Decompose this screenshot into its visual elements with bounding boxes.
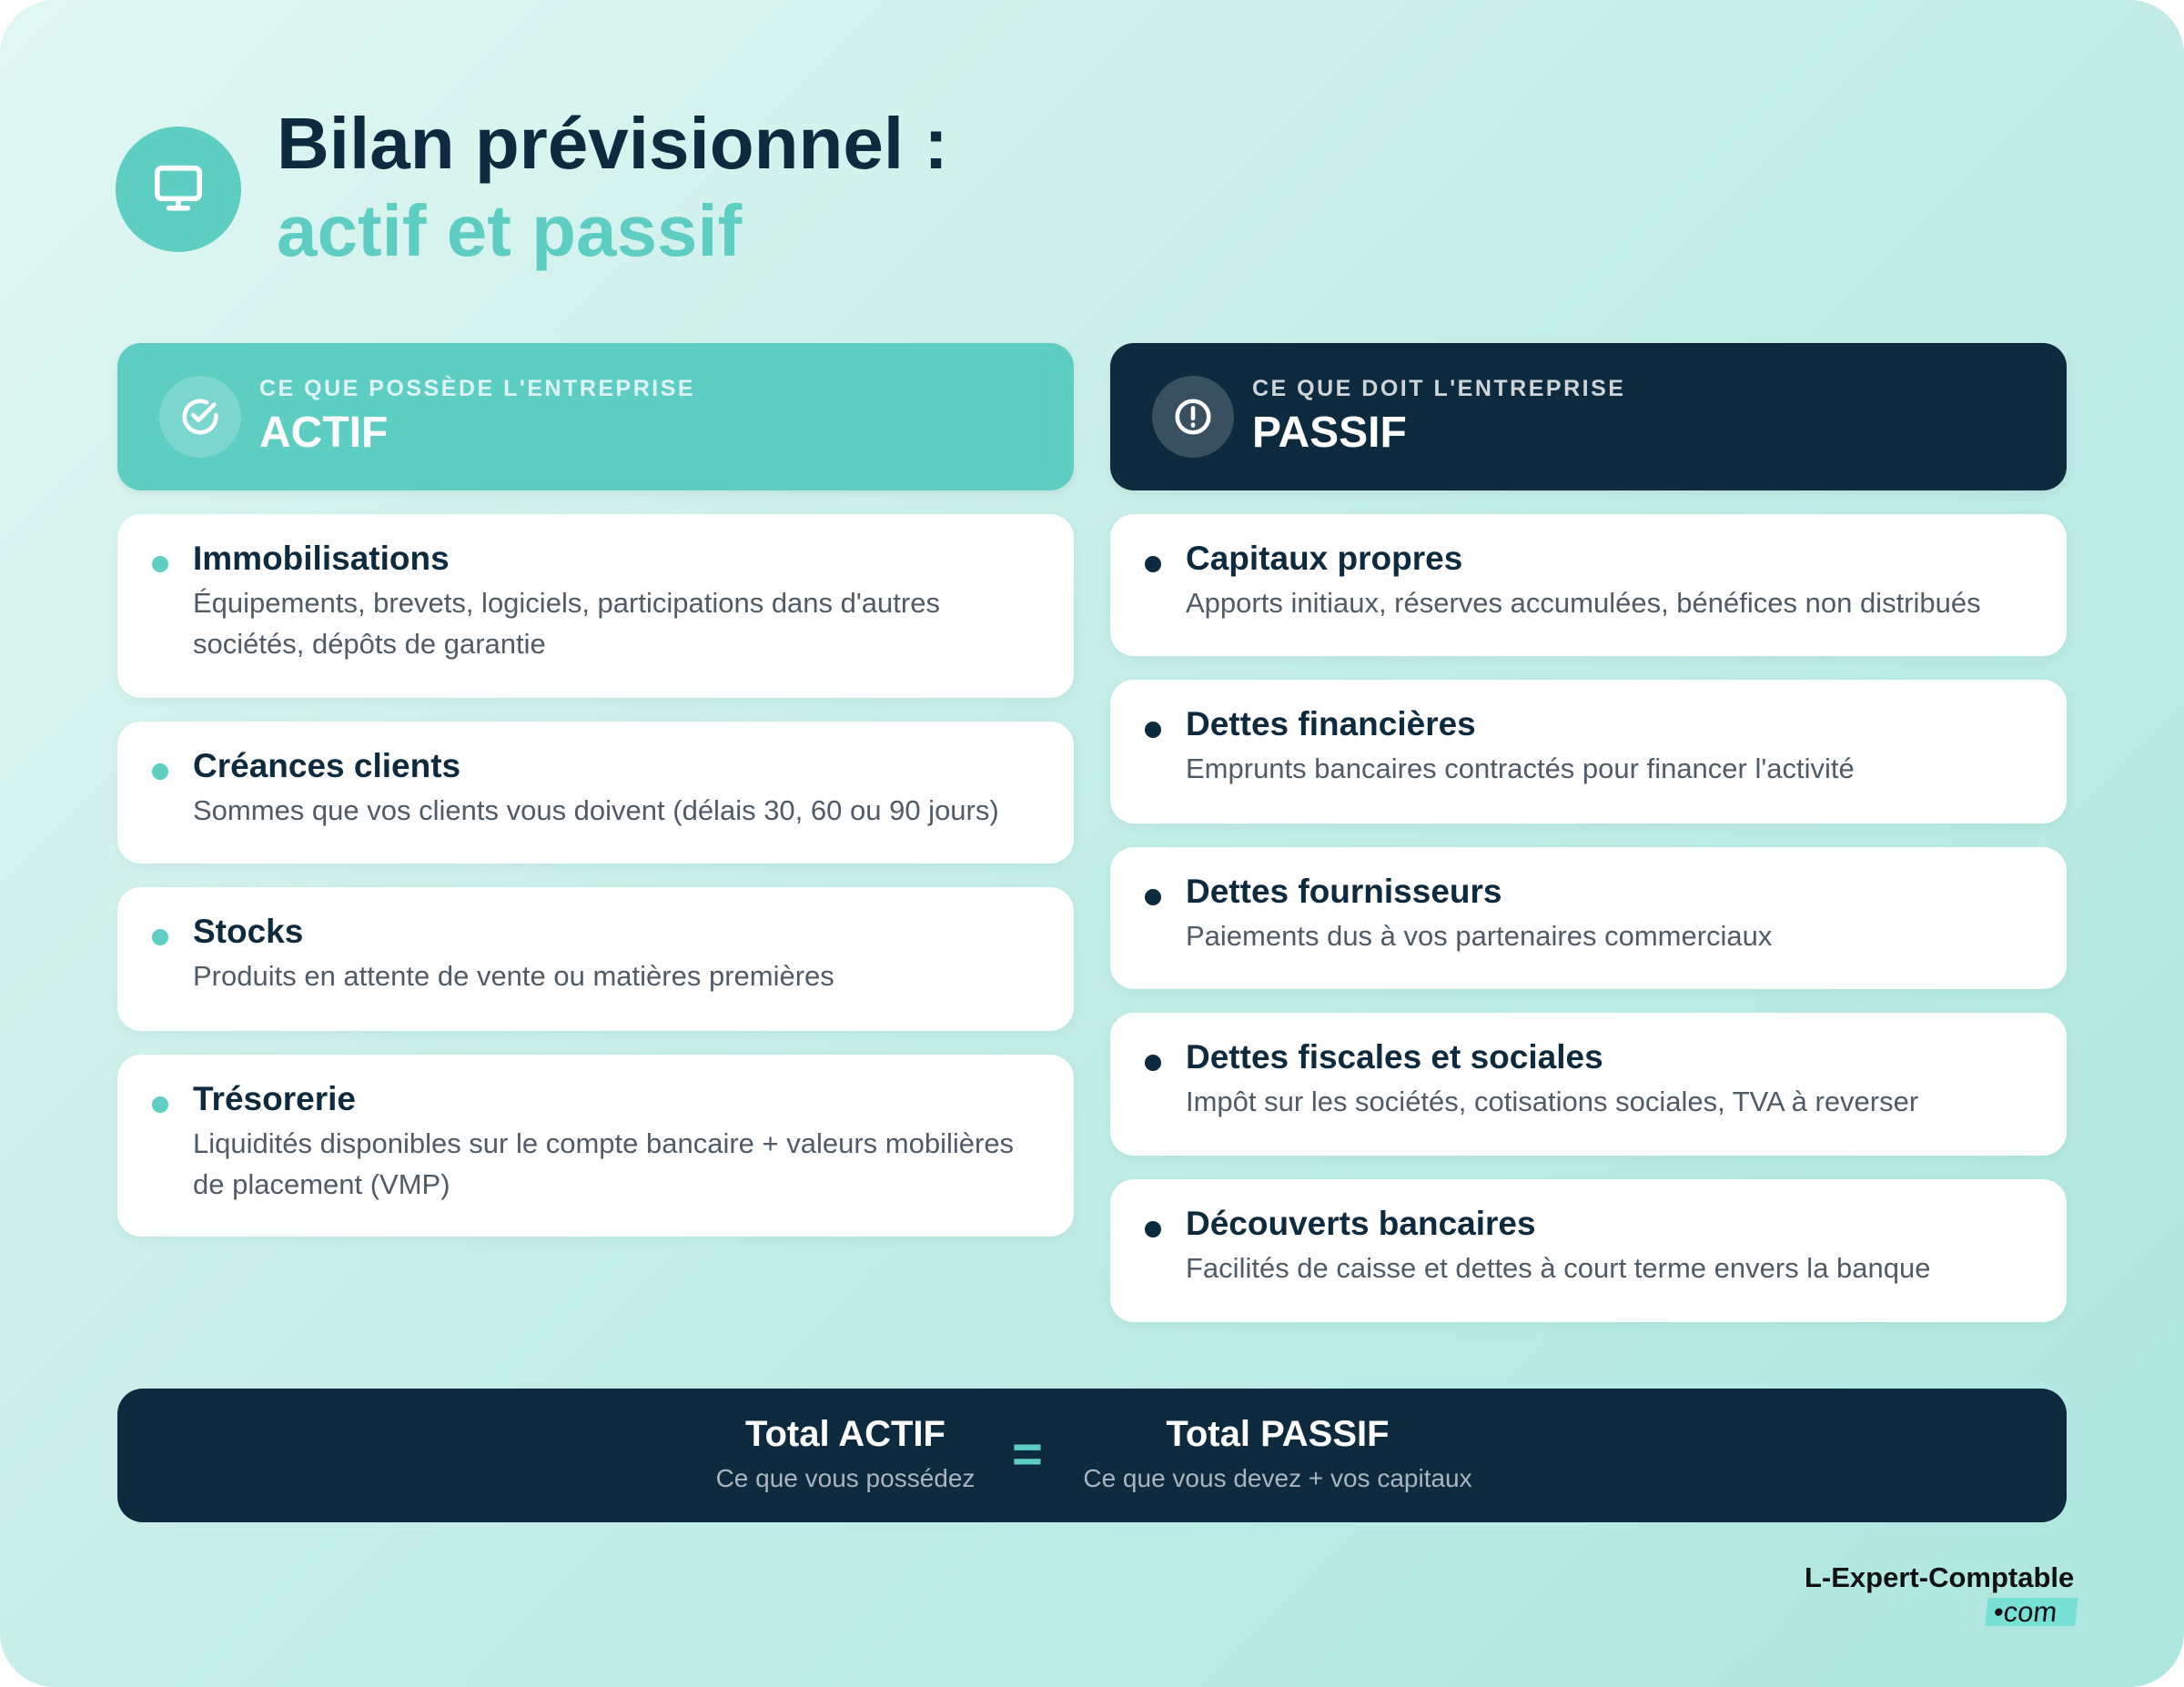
bullet-icon	[152, 929, 168, 945]
bullet-icon	[1145, 889, 1161, 905]
passif-item: Dettes fiscales et sociales Impôt sur les…	[1110, 1013, 2067, 1156]
passif-item: Dettes financières Emprunts bancaires con…	[1110, 680, 2067, 823]
item-title: Capitaux propres	[1186, 540, 1463, 577]
item-desc: Liquidités disponibles sur le compte ban…	[193, 1127, 1015, 1200]
total-passif: Total PASSIF Ce que vous devez + vos capi…	[1068, 1414, 1487, 1493]
bullet-icon	[1145, 1055, 1161, 1071]
actif-subtitle: CE QUE POSSÈDE L'ENTREPRISE	[259, 376, 696, 401]
total-passif-sub: Ce que vous devez + vos capitaux	[1083, 1464, 1472, 1492]
item-title: Créances clients	[193, 747, 461, 784]
actif-item: Stocks Produits en attente de vente ou ma…	[117, 887, 1074, 1031]
passif-item: Capitaux propres Apports initiaux, réserv…	[1110, 514, 2067, 656]
brand-logo: L-Expert-Comptable •com	[1805, 1563, 2096, 1632]
monitor-icon	[116, 126, 241, 252]
item-title: Trésorerie	[193, 1080, 356, 1117]
item-desc: Facilités de caisse et dettes à court te…	[1186, 1252, 1931, 1284]
item-desc: Paiements dus à vos partenaires commerci…	[1186, 920, 1773, 952]
item-title: Immobilisations	[193, 540, 450, 577]
total-actif: Total ACTIF Ce que vous possédez	[700, 1414, 991, 1493]
item-title: Dettes financières	[1186, 705, 1476, 742]
bullet-icon	[152, 556, 168, 572]
actif-item: Créances clients Sommes que vos clients v…	[117, 722, 1074, 864]
logo-suffix: •com	[1985, 1596, 2079, 1628]
item-desc: Apports initiaux, réserves accumulées, b…	[1186, 587, 1981, 619]
equals-sign: =	[1012, 1425, 1043, 1484]
actif-title: ACTIF	[259, 409, 389, 457]
bullet-icon	[1145, 556, 1161, 572]
item-title: Découverts bancaires	[1186, 1205, 1536, 1242]
logo-name: L-Expert-Comptable	[1805, 1561, 2075, 1593]
total-passif-title: Total PASSIF	[1166, 1414, 1390, 1454]
page-title: Bilan prévisionnel :	[277, 103, 948, 184]
actif-item: Trésorerie Liquidités disponibles sur le …	[117, 1055, 1074, 1237]
item-title: Dettes fiscales et sociales	[1186, 1038, 1603, 1076]
bullet-icon	[152, 1096, 168, 1113]
item-desc: Équipements, brevets, logiciels, partici…	[193, 587, 940, 660]
item-desc: Produits en attente de vente ou matières…	[193, 960, 834, 992]
bullet-icon	[1145, 722, 1161, 738]
item-title: Dettes fournisseurs	[1186, 873, 1502, 910]
actif-item: Immobilisations Équipements, brevets, log…	[117, 514, 1074, 698]
passif-header: CE QUE DOIT L'ENTREPRISE PASSIF	[1110, 343, 2067, 490]
item-desc: Impôt sur les sociétés, cotisations soci…	[1186, 1086, 1919, 1117]
bullet-icon	[1145, 1221, 1161, 1237]
passif-item: Découverts bancaires Facilités de caisse …	[1110, 1179, 2067, 1322]
check-circle-icon	[159, 376, 241, 458]
passif-item: Dettes fournisseurs Paiements dus à vos p…	[1110, 847, 2067, 989]
item-desc: Emprunts bancaires contractés pour finan…	[1186, 753, 1855, 784]
balance-equation: Total ACTIF Ce que vous possédez = Total …	[117, 1389, 2067, 1522]
passif-title: PASSIF	[1252, 409, 1407, 457]
passif-subtitle: CE QUE DOIT L'ENTREPRISE	[1252, 376, 1626, 401]
total-actif-title: Total ACTIF	[745, 1414, 945, 1454]
page-subtitle: actif et passif	[277, 190, 743, 271]
item-desc: Sommes que vos clients vous doivent (dél…	[193, 794, 999, 826]
actif-header: CE QUE POSSÈDE L'ENTREPRISE ACTIF	[117, 343, 1074, 490]
total-actif-sub: Ce que vous possédez	[715, 1464, 976, 1492]
bullet-icon	[152, 763, 168, 780]
alert-circle-icon	[1152, 376, 1234, 458]
item-title: Stocks	[193, 913, 304, 950]
